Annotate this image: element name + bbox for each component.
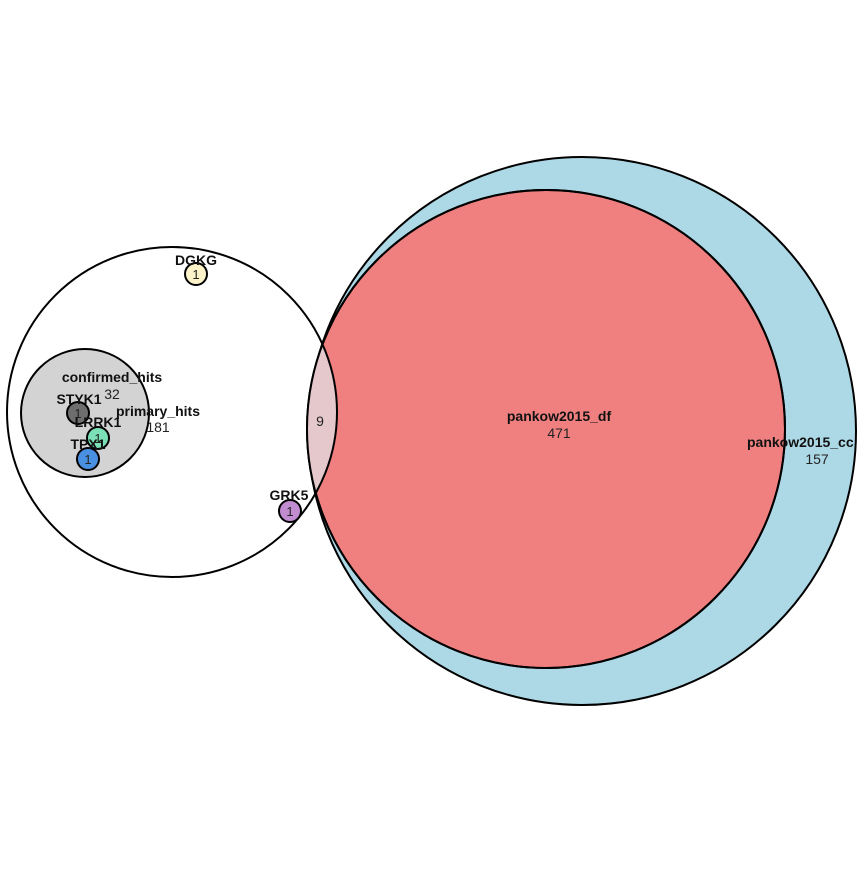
set-label-confirmed-hits: confirmed_hits — [62, 369, 163, 385]
set-count-pankow2015-cc: 157 — [805, 451, 829, 467]
set-pankow2015-df-outline — [306, 189, 786, 669]
gene-count-tpx1: 1 — [84, 452, 91, 467]
gene-count-dgkg: 1 — [192, 267, 199, 282]
set-label-pankow2015-cc: pankow2015_cc — [747, 434, 854, 450]
overlap-count-primary-df: 9 — [316, 413, 324, 429]
gene-grk5-circle — [278, 499, 302, 523]
gene-styk1-circle — [66, 401, 90, 425]
gene-label-lrrk1: LRRK1 — [75, 414, 122, 430]
set-count-pankow2015-df: 471 — [547, 425, 571, 441]
gene-label-tpx1: TPX1 — [70, 436, 105, 452]
gene-label-grk5: GRK5 — [270, 487, 309, 503]
gene-label-styk1: STYK1 — [56, 391, 101, 407]
set-primary-hits-circle — [6, 246, 338, 578]
gene-lrrk1-circle — [86, 426, 110, 450]
gene-dgkg-circle — [184, 262, 208, 286]
gene-count-grk5: 1 — [286, 504, 293, 519]
gene-tpx1-circle — [76, 447, 100, 471]
gene-count-styk1: 1 — [74, 406, 81, 421]
set-pankow2015-df-circle — [306, 189, 786, 669]
set-count-confirmed-hits: 32 — [104, 386, 120, 402]
set-label-primary-hits: primary_hits — [116, 403, 200, 419]
gene-count-lrrk1: 1 — [94, 431, 101, 446]
set-count-primary-hits: 181 — [146, 419, 170, 435]
gene-label-dgkg: DGKG — [175, 252, 217, 268]
set-label-pankow2015-df: pankow2015_df — [507, 408, 612, 424]
